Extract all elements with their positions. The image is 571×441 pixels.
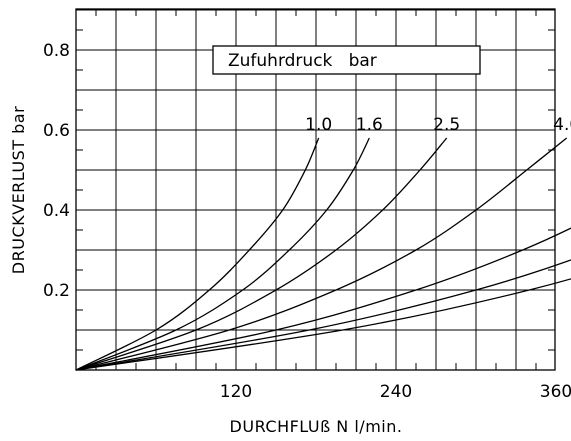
x-tick-label: 360 — [540, 382, 571, 402]
curve-10.0 — [75, 278, 571, 371]
curve-label-1.0: 1.0 — [305, 115, 332, 135]
curve-label-1.6: 1.6 — [356, 115, 383, 135]
x-tick-label: 240 — [380, 382, 412, 402]
x-tick-label: 120 — [220, 382, 252, 402]
x-tick-labels: 120240360480600 — [220, 382, 571, 402]
curve-label-2.5: 2.5 — [433, 115, 460, 135]
curve-1.6 — [75, 137, 370, 371]
curve-label-4.0: 4.0 — [553, 115, 571, 135]
ticks — [76, 9, 555, 370]
curve-2.5 — [75, 137, 448, 371]
curve-4.0 — [75, 137, 568, 371]
legend-box: Zufuhrdruck bar — [212, 45, 481, 75]
x-axis-label: DURCHFLUß N l/min. — [230, 417, 403, 436]
curve-8.0 — [75, 259, 571, 371]
curve-1.0 — [75, 137, 320, 371]
y-tick-label: 0.2 — [43, 281, 70, 301]
y-tick-label: 0.4 — [43, 201, 70, 221]
y-tick-labels: 0.2 0.4 0.6 0.8 — [43, 41, 70, 301]
y-tick-label: 0.8 — [43, 41, 70, 61]
y-axis-label: DRUCKVERLUST bar — [9, 106, 28, 274]
curves — [75, 137, 571, 371]
curve-labels: 1.01.62.54.06.38.010.0 — [305, 115, 571, 135]
y-tick-label: 0.6 — [43, 121, 70, 141]
curve-6.3 — [75, 227, 571, 371]
legend-title: Zufuhrdruck bar — [228, 51, 377, 71]
